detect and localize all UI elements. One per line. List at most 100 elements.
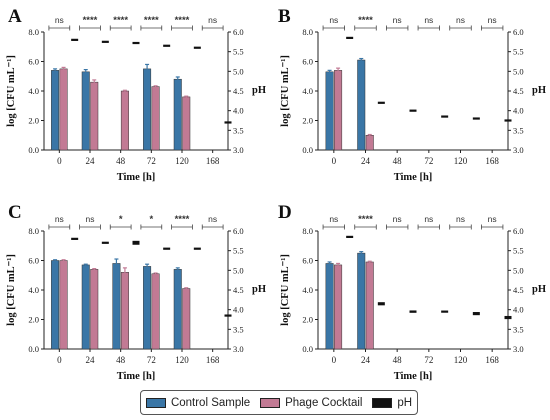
panel-b: B 0.0 2.0 4.0 6.0 8.0 3.0 3.5 4.0 4.5 5.0 5.5 6.0 0 24…: [278, 6, 546, 183]
ph-marker: [441, 310, 449, 313]
significance-label: ns: [456, 15, 465, 25]
right-tick-label: 3.5: [233, 125, 244, 135]
legend: Control Sample Phage Cocktail pH: [140, 390, 418, 415]
legend-item-phage: Phage Cocktail: [260, 397, 362, 409]
ph-marker: [377, 101, 385, 104]
phage-bar: [365, 135, 374, 151]
ph-marker: [346, 235, 354, 238]
ph-marker: [101, 241, 109, 244]
x-tick-label: 0: [332, 156, 337, 166]
right-tick-label: 5.5: [233, 47, 244, 57]
panel-a: A 0.0 2.0 4.0 6.0 8.0 3.0 3.5 4.0 4.5 5.0 5.5 6.0 0 24…: [6, 6, 266, 183]
y2-axis-title: pH: [532, 85, 546, 96]
ph-marker: [504, 119, 512, 122]
x-tick-label: 120: [454, 156, 468, 166]
ph-marker: [346, 36, 354, 39]
left-tick-label: 2.0: [28, 116, 39, 126]
ph-marker: [409, 109, 417, 112]
y-axis-title: log [CFU mL⁻¹]: [280, 254, 291, 326]
x-tick-label: 72: [424, 156, 433, 166]
right-tick-label: 5.0: [513, 265, 524, 275]
left-tick-label: 4.0: [302, 285, 313, 295]
left-tick-label: 8.0: [302, 226, 313, 236]
left-tick-label: 2.0: [302, 116, 313, 126]
phage-bar: [334, 70, 343, 151]
left-tick-label: 4.0: [28, 285, 39, 295]
control-bar: [325, 263, 334, 350]
phage-bar: [90, 81, 99, 151]
phage-bar: [182, 96, 191, 151]
x-tick-label: 72: [147, 156, 156, 166]
ph-marker: [71, 38, 79, 41]
control-bar: [173, 269, 182, 350]
panel-letter: B: [278, 6, 291, 27]
phage-bar: [120, 272, 129, 350]
left-tick-label: 4.0: [302, 86, 313, 96]
x-tick-label: 0: [57, 355, 62, 365]
right-tick-label: 3.0: [513, 145, 524, 155]
significance-label: ****: [358, 15, 373, 26]
right-tick-label: 5.5: [233, 246, 244, 256]
ph-marker: [441, 115, 449, 118]
right-tick-label: 3.0: [513, 344, 524, 354]
left-tick-label: 4.0: [28, 86, 39, 96]
right-tick-label: 3.5: [233, 324, 244, 334]
right-tick-label: 5.0: [513, 66, 524, 76]
legend-label-control: Control Sample: [170, 396, 251, 409]
significance-label: ns: [55, 15, 64, 25]
x-axis-title: Time [h]: [117, 172, 156, 183]
control-bar: [51, 70, 60, 151]
left-tick-label: 8.0: [28, 27, 39, 37]
significance-label: *: [119, 214, 123, 225]
x-tick-label: 168: [206, 355, 220, 365]
x-tick-label: 24: [361, 156, 371, 166]
ph-marker: [132, 240, 140, 245]
x-axis-title: Time [h]: [394, 371, 433, 382]
right-tick-label: 6.0: [233, 27, 244, 37]
x-axis-title: Time [h]: [117, 371, 156, 382]
significance-label: ns: [424, 214, 433, 224]
significance-label: ns: [488, 15, 497, 25]
ph-marker: [504, 315, 512, 320]
x-tick-label: 120: [175, 156, 189, 166]
significance-label: ns: [456, 214, 465, 224]
panel-d: D 0.0 2.0 4.0 6.0 8.0 3.0 3.5 4.0 4.5 5.0 5.5 6.0 0 24…: [278, 202, 546, 382]
left-tick-label: 2.0: [28, 315, 39, 325]
ph-marker: [132, 41, 140, 45]
right-tick-label: 6.0: [233, 226, 244, 236]
phage-bar: [365, 261, 374, 350]
control-bar: [173, 78, 182, 151]
left-tick-label: 6.0: [28, 57, 39, 67]
x-tick-label: 48: [393, 156, 403, 166]
control-bar: [143, 68, 152, 151]
right-tick-label: 5.5: [513, 246, 524, 256]
left-tick-label: 0.0: [28, 344, 39, 354]
x-tick-label: 168: [485, 156, 499, 166]
x-tick-label: 0: [57, 156, 62, 166]
y-axis-title: log [CFU mL⁻¹]: [280, 55, 291, 127]
right-tick-label: 4.0: [233, 106, 244, 116]
right-tick-label: 4.0: [513, 106, 524, 116]
legend-swatch-control: [145, 397, 166, 408]
ph-marker: [224, 121, 232, 124]
left-tick-label: 6.0: [302, 57, 313, 67]
left-tick-label: 2.0: [302, 315, 313, 325]
y2-axis-title: pH: [252, 284, 266, 295]
ph-marker: [377, 302, 385, 306]
significance-label: ns: [55, 214, 64, 224]
significance-label: ****: [83, 15, 98, 26]
phage-bar: [151, 273, 160, 350]
right-tick-label: 4.5: [233, 285, 244, 295]
left-tick-label: 6.0: [28, 256, 39, 266]
panel-c: C 0.0 2.0 4.0 6.0 8.0 3.0 3.5 4.0 4.5 5.0 5.5 6.0 0 24…: [6, 202, 266, 382]
right-tick-label: 3.0: [233, 344, 244, 354]
phage-bar: [90, 269, 99, 350]
significance-label: ns: [208, 15, 217, 25]
right-tick-label: 5.5: [513, 47, 524, 57]
significance-label: ns: [86, 214, 95, 224]
legend-label-phage: Phage Cocktail: [285, 396, 363, 409]
panel-letter: C: [8, 202, 22, 223]
significance-label: ****: [358, 214, 373, 225]
right-tick-label: 4.5: [233, 86, 244, 96]
ph-marker: [472, 117, 480, 120]
